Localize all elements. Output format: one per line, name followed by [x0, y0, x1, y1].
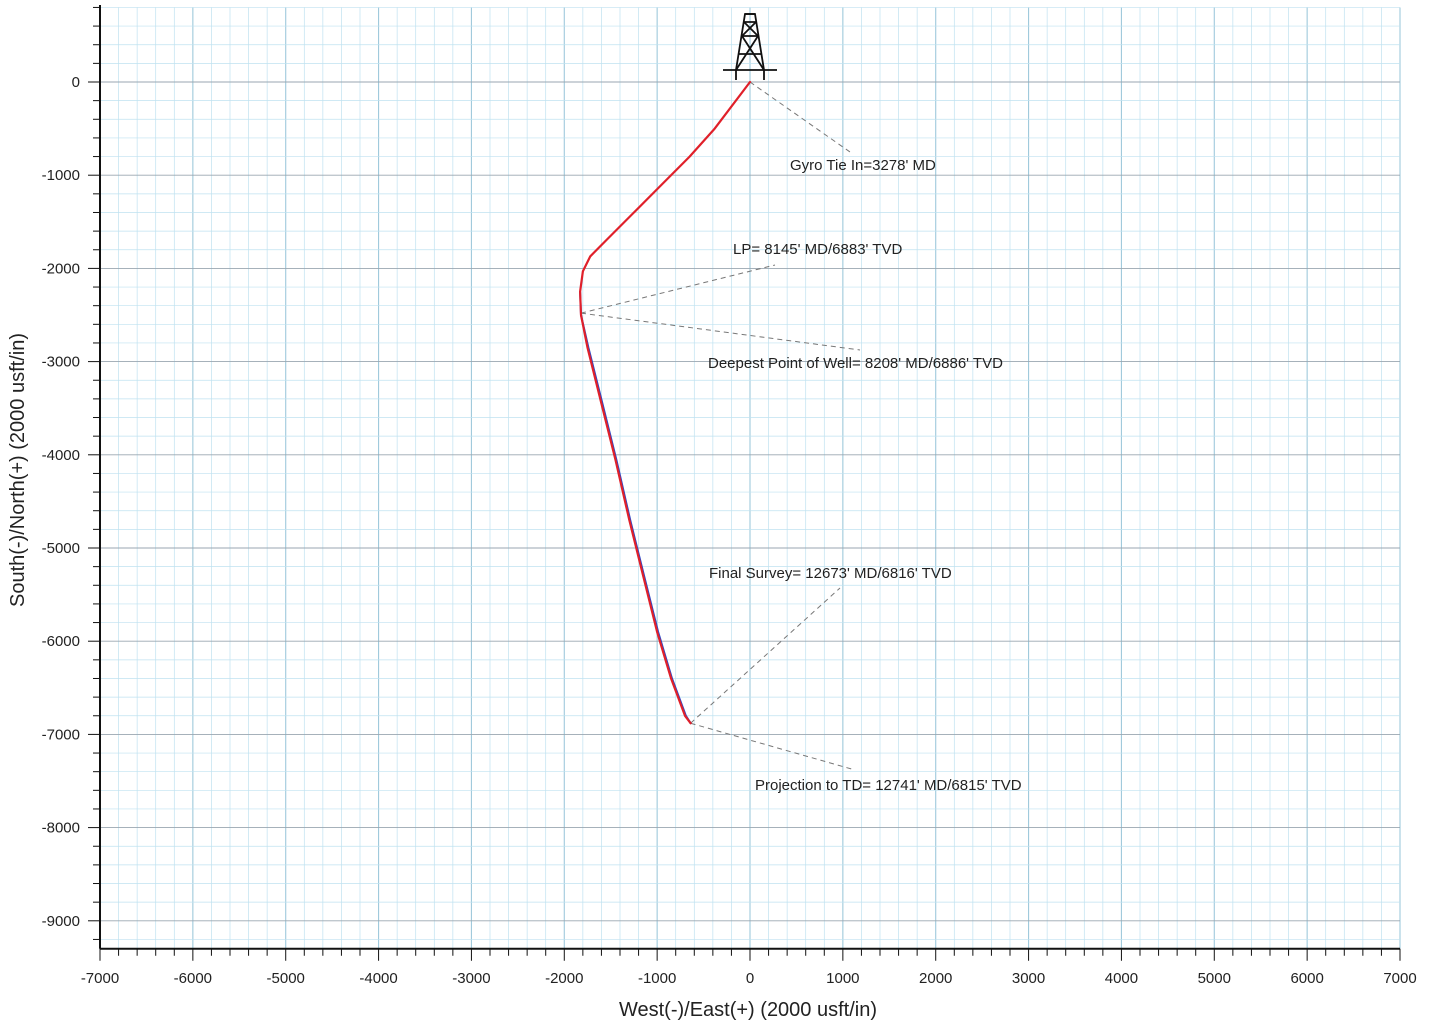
y-tick-label: -8000: [42, 820, 80, 837]
rig-stroke: [735, 35, 765, 71]
annotation-leader: [749, 81, 851, 153]
annotation-labels: Gyro Tie In=3278' MD LP= 8145' MD/6883' T…: [708, 157, 1022, 794]
x-tick-label: -6000: [174, 970, 212, 987]
x-tick-label: 1000: [826, 970, 859, 987]
y-tick-label: -7000: [42, 726, 80, 743]
x-tick-label: 3000: [1012, 970, 1045, 987]
y-tick-label: -1000: [42, 167, 80, 184]
annotation-leader: [580, 312, 861, 351]
y-tick-label: 0: [72, 74, 80, 91]
rig-marker: [723, 13, 777, 80]
x-tick-label: -5000: [267, 970, 305, 987]
y-tick-label: -6000: [42, 633, 80, 650]
x-tick-label: -3000: [452, 970, 490, 987]
x-tick-label: -2000: [545, 970, 583, 987]
y-tick-label: -2000: [42, 260, 80, 277]
axes: -7000 -6000 -5000 -4000 -3000 -2000 -1000 0 1000…: [42, 5, 1417, 987]
annotation-label: Deepest Point of Well= 8208' MD/6886' TV…: [708, 355, 1003, 372]
annotation-leader: [690, 587, 841, 724]
x-tick-label: 5000: [1198, 970, 1231, 987]
annotation-label: LP= 8145' MD/6883' TVD: [733, 241, 902, 258]
x-tick-label: 2000: [919, 970, 952, 987]
x-tick-label: 4000: [1105, 970, 1138, 987]
annotation-label: Projection to TD= 12741' MD/6815' TVD: [755, 777, 1022, 794]
x-tick-label: -1000: [638, 970, 676, 987]
y-tick-label: -5000: [42, 540, 80, 557]
x-tick-label: -7000: [81, 970, 119, 987]
annotation-label: Final Survey= 12673' MD/6816' TVD: [709, 565, 952, 582]
drilling-rig-icon: [723, 13, 777, 80]
x-tick-label: 6000: [1290, 970, 1323, 987]
rig-stroke: [739, 21, 761, 55]
x-axis-title: West(-)/East(+) (2000 usft/in): [619, 999, 877, 1021]
y-axis-title: South(-)/North(+) (2000 usft/in): [7, 333, 29, 607]
x-tick-label: 0: [746, 970, 754, 987]
x-tick-label: -4000: [359, 970, 397, 987]
series-line: [579, 80, 752, 725]
rig-stroke: [735, 70, 765, 80]
rig-stroke: [741, 21, 759, 37]
x-tick-label: 7000: [1383, 970, 1416, 987]
y-tick-label: -4000: [42, 447, 80, 464]
y-tick-label: -9000: [42, 913, 80, 930]
annotation-leader: [580, 264, 776, 314]
annotation-label: Gyro Tie In=3278' MD: [790, 157, 936, 174]
annotation-leader: [690, 722, 856, 771]
grid: [99, 7, 1401, 949]
series: [579, 80, 752, 725]
annotation-leaders: [580, 81, 861, 771]
y-tick-label: -3000: [42, 354, 80, 371]
